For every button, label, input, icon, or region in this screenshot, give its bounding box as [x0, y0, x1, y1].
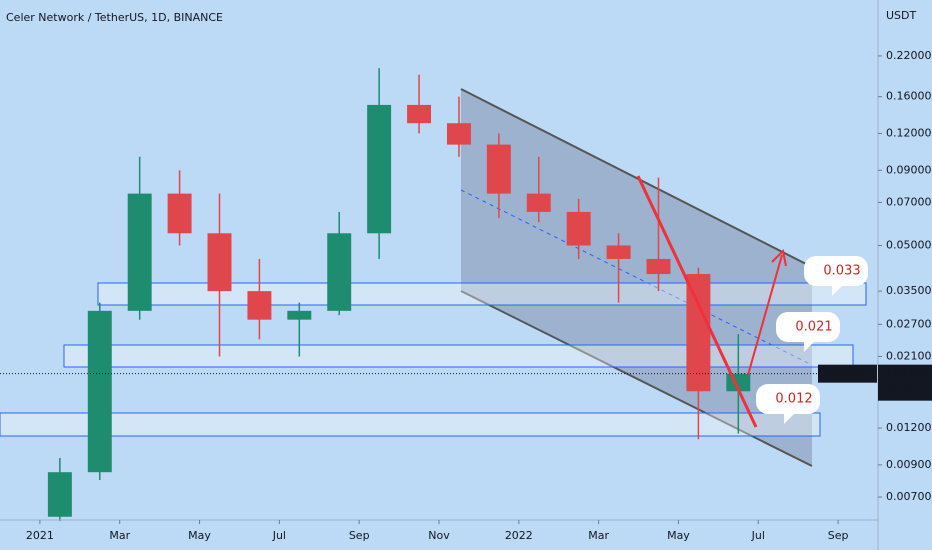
- x-tick-label: Jul: [272, 529, 286, 542]
- x-tick-label: 2022: [505, 529, 533, 542]
- countdown: 16:30:11: [884, 384, 932, 397]
- y-tick-label: 0.03500: [886, 284, 932, 297]
- candle-body: [486, 144, 511, 194]
- candle-body: [407, 104, 432, 124]
- drawings: [0, 88, 867, 467]
- y-tick-label: 0.12000: [886, 126, 932, 139]
- candle-body: [247, 291, 272, 320]
- annotation: 0.021: [795, 320, 832, 335]
- candles: [47, 68, 751, 522]
- trend-line: [636, 175, 758, 428]
- x-tick-label: May: [188, 529, 211, 542]
- price-box: [878, 364, 932, 401]
- channel: [461, 89, 812, 466]
- symbol: CELRUSDT: [818, 367, 877, 380]
- y-tick-label: 0.07000: [886, 195, 932, 208]
- candle-body: [207, 233, 232, 292]
- overlay: 0.033 0.021 0.012: [636, 175, 868, 428]
- last-price: 0.01836: [884, 367, 930, 380]
- candle-body: [87, 310, 112, 473]
- y-axis-label: USDT: [886, 9, 917, 22]
- y-tick-label: 0.05000: [886, 238, 932, 251]
- annotation: 0.012: [775, 392, 812, 407]
- bubble: [776, 312, 840, 352]
- arrow: [747, 254, 783, 376]
- arrow-head: [771, 248, 787, 267]
- y-tick-label: 0.00900: [886, 458, 932, 471]
- y-tick-label: 0.01200: [886, 421, 932, 434]
- y-tick-label: 0.16000: [886, 90, 932, 103]
- x-tick-label: May: [667, 529, 690, 542]
- zone: [0, 412, 821, 437]
- y-tick-label: 0.09000: [886, 163, 932, 176]
- symbol-box: [818, 364, 877, 383]
- candle-body: [367, 104, 392, 234]
- x-tick-label: Sep: [349, 529, 370, 542]
- channel-bottom: [460, 290, 813, 467]
- y-tick-label: 0.00700: [886, 490, 932, 503]
- candle-body: [327, 233, 352, 311]
- y-tick-label: 0.02100: [886, 349, 932, 362]
- x-tick-label: Jul: [751, 529, 765, 542]
- x-tick-label: 2021: [26, 529, 54, 542]
- candle-body: [566, 211, 591, 246]
- candle-body: [47, 472, 72, 517]
- candle-body: [167, 193, 192, 234]
- zone: [63, 344, 854, 368]
- candle-body: [287, 310, 312, 320]
- bubble: [804, 256, 868, 296]
- x-tick-label: Mar: [588, 529, 609, 542]
- x-tick-label: Mar: [109, 529, 130, 542]
- y-tick-label: 0.02700: [886, 317, 932, 330]
- channel-mid: [460, 189, 813, 366]
- candle-body: [606, 245, 631, 259]
- annotation: 0.033: [823, 264, 860, 279]
- candle-body: [127, 193, 152, 311]
- channel-top: [460, 88, 813, 268]
- candle-body: [686, 274, 711, 392]
- bubble: [756, 384, 820, 424]
- candle-body: [646, 258, 671, 275]
- candle-body: [526, 193, 551, 212]
- chart-title: Celer Network / TetherUS, 1D, BINANCE: [6, 11, 223, 24]
- zone: [97, 282, 867, 306]
- x-tick-label: Nov: [428, 529, 450, 542]
- y-tick-label: 0.22000: [886, 49, 932, 62]
- x-tick-label: Sep: [828, 529, 849, 542]
- candle-body: [446, 123, 471, 145]
